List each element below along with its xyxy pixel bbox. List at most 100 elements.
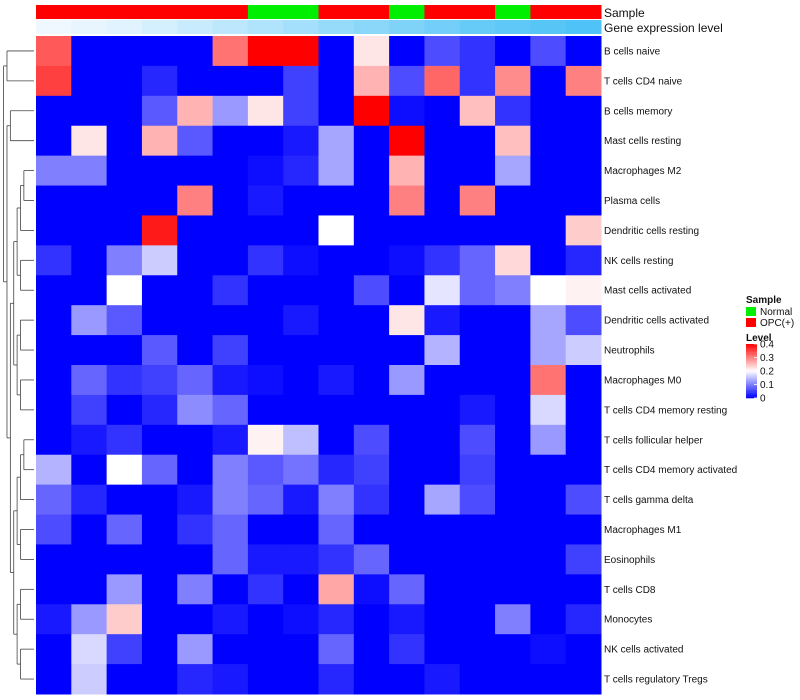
heatmap-cell [71, 215, 108, 246]
row-label: Monocytes [604, 615, 652, 626]
heatmap-cell [353, 125, 390, 157]
heatmap-cell [530, 574, 567, 605]
heatmap-cell [177, 514, 214, 545]
heatmap-cell [495, 125, 531, 157]
heatmap-cell [71, 514, 108, 545]
heatmap-cell [318, 36, 355, 67]
sample-annotation-cell [389, 5, 425, 19]
level-legend-gradient [746, 385, 757, 388]
heatmap-cell [565, 664, 602, 695]
heatmap-cell [459, 36, 496, 67]
heatmap-cell [495, 365, 531, 396]
row-label: Eosinophils [604, 555, 655, 566]
heatmap-cell [212, 454, 249, 486]
heatmap-cell [141, 514, 178, 545]
heatmap-cell [36, 275, 72, 306]
heatmap-cell [106, 365, 143, 396]
heatmap-cell [530, 664, 567, 695]
level-legend-gradient [746, 388, 757, 391]
heatmap-cell [459, 574, 496, 605]
heatmap-cell [389, 95, 425, 127]
heatmap-cell [318, 514, 355, 545]
heatmap-cell [212, 245, 249, 276]
heatmap-cell [565, 634, 602, 665]
level-legend-gradient [746, 365, 757, 368]
heatmap-cell [36, 65, 72, 97]
heatmap-cell [318, 574, 355, 605]
level-legend-gradient [746, 354, 757, 357]
heatmap-cell [141, 634, 178, 665]
heatmap-cell [71, 574, 108, 605]
expression-annotation-cell [530, 20, 567, 34]
heatmap-cell [353, 305, 390, 336]
heatmap-cell [177, 664, 214, 695]
level-legend-gradient [746, 362, 757, 365]
heatmap-cell [318, 185, 355, 216]
expression-annotation-cell [71, 20, 108, 34]
level-legend-gradient [746, 396, 757, 399]
level-legend-gradient [746, 387, 757, 389]
heatmap-cell [283, 305, 319, 336]
heatmap-cell [565, 155, 602, 187]
heatmap-cell [283, 95, 319, 127]
heatmap-cell [530, 454, 567, 486]
heatmap-cell [36, 95, 72, 127]
heatmap-cell [530, 484, 567, 516]
heatmap-cell [141, 185, 178, 216]
heatmap-cell [177, 95, 214, 127]
level-legend-gradient [746, 384, 757, 387]
sample-annotation-cell [283, 5, 319, 19]
heatmap-cell [565, 36, 602, 67]
row-label: Plasma cells [604, 196, 660, 207]
heatmap-cell [283, 514, 319, 545]
heatmap-cell [530, 634, 567, 665]
heatmap-cell [565, 365, 602, 396]
heatmap-cell [212, 95, 249, 127]
heatmap-cell [459, 125, 496, 157]
heatmap-cell [318, 394, 355, 426]
expression-annotation-cell [36, 20, 72, 34]
heatmap-cell [495, 245, 531, 276]
expression-annotation-label: Gene expression level [604, 21, 723, 35]
heatmap-cell [495, 275, 531, 306]
heatmap-cell [530, 275, 567, 306]
heatmap-cell [353, 155, 390, 187]
heatmap-cell [36, 335, 72, 366]
heatmap-cell [247, 125, 284, 157]
level-legend-gradient [746, 375, 757, 377]
heatmap-cell [318, 215, 355, 246]
heatmap-cell [141, 544, 178, 575]
row-label: T cells gamma delta [604, 495, 694, 506]
heatmap-cell [459, 394, 496, 426]
heatmap-cell [71, 155, 108, 187]
row-label: B cells naive [604, 46, 661, 57]
heatmap-cell [212, 574, 249, 605]
heatmap-cell [530, 544, 567, 575]
heatmap-cell [495, 215, 531, 246]
row-label: T cells regulatory Tregs [604, 675, 708, 686]
heatmap-cell [530, 185, 567, 216]
heatmap-cell [495, 424, 531, 456]
heatmap-cell [36, 365, 72, 396]
heatmap-cell [283, 155, 319, 187]
row-label: Mast cells resting [604, 136, 681, 147]
row-label: T cells CD4 memory resting [604, 405, 727, 416]
heatmap-cell [565, 275, 602, 306]
heatmap-cell [212, 604, 249, 635]
heatmap-cell [495, 305, 531, 336]
heatmap-cell [212, 65, 249, 97]
row-label: Macrophages M1 [604, 525, 682, 536]
heatmap-cell [389, 185, 425, 216]
heatmap-cell [212, 36, 249, 67]
heatmap-cell [106, 95, 143, 127]
heatmap-cell [141, 394, 178, 426]
heatmap-cell [283, 424, 319, 456]
sample-annotation-cell [247, 5, 284, 19]
heatmap-cell [106, 275, 143, 306]
heatmap-cell [495, 544, 531, 575]
level-legend-tick-label: 0.2 [760, 367, 774, 378]
